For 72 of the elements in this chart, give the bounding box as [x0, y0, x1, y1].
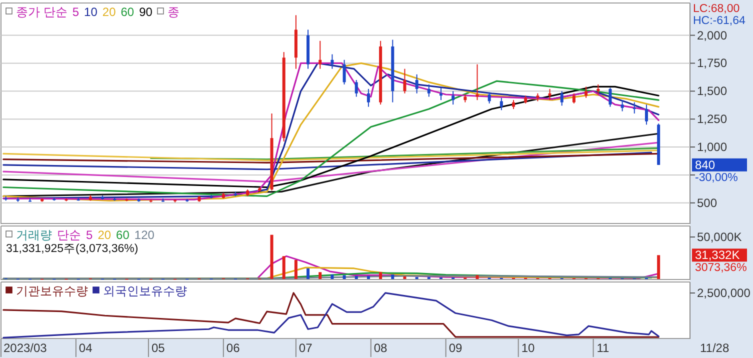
text: 5	[72, 5, 80, 19]
text: -30,00%	[695, 172, 738, 184]
legend-title: 종가 단순	[16, 5, 68, 19]
y-tick-label: 500	[697, 196, 718, 210]
y-tick-label: 1,250	[697, 112, 728, 126]
bar	[379, 272, 382, 279]
bar	[354, 276, 358, 279]
candlestick	[415, 74, 418, 94]
bar	[306, 268, 310, 279]
bar	[476, 275, 479, 279]
legend-label: 기관보유수량	[16, 284, 88, 298]
candlestick	[572, 92, 576, 104]
candlestick	[354, 79, 358, 98]
candlestick	[620, 100, 624, 112]
y-tick-label: 1,750	[697, 56, 728, 70]
candlestick	[452, 90, 455, 106]
annotation: 31,331,925주(3,073,36%)	[6, 243, 138, 255]
text: 20	[102, 5, 116, 19]
text: 20	[98, 228, 112, 242]
annotation: 거래량	[16, 228, 52, 242]
text: 60	[120, 5, 134, 19]
candlestick	[632, 102, 636, 114]
bar	[657, 255, 660, 279]
text: 2,500,000	[697, 286, 751, 300]
x-tick-label: 08	[374, 341, 388, 355]
candlestick	[318, 40, 322, 70]
x-tick-label: 07	[298, 341, 313, 355]
bar	[318, 272, 322, 279]
bar	[342, 275, 346, 279]
bar	[391, 274, 394, 279]
bar	[282, 256, 286, 279]
candlestick	[500, 97, 503, 111]
text: LC:68,00	[693, 3, 740, 15]
x-tick-label: 2023/03	[3, 341, 48, 355]
text: 90	[139, 5, 153, 19]
candlestick	[560, 90, 564, 106]
annotation: 종	[167, 5, 180, 19]
text: 60	[116, 228, 130, 242]
text: 10	[84, 5, 98, 19]
bar	[366, 276, 370, 279]
candlestick	[330, 54, 334, 70]
text: 5	[86, 228, 93, 242]
text: 840	[695, 158, 716, 172]
text: HC:-61,64	[693, 15, 746, 27]
candlestick	[608, 87, 612, 108]
candlestick	[584, 86, 588, 98]
legend-title: 단순	[57, 228, 81, 242]
x-tick-label: 06	[226, 341, 240, 355]
legend-label: 외국인보유수량	[103, 284, 187, 298]
text: 31,332K	[695, 248, 740, 262]
candlestick	[366, 88, 370, 108]
bar	[294, 260, 298, 279]
text: 120	[134, 228, 155, 242]
candlestick	[342, 59, 346, 85]
bar	[270, 234, 274, 279]
y-tick-label: 1,000	[697, 140, 728, 154]
text: 3073,36%	[695, 262, 747, 274]
y-tick-label: 1,500	[697, 84, 728, 98]
y-tick-label: 2,000	[697, 28, 728, 42]
x-tick-label: 05	[151, 341, 166, 355]
candlestick	[427, 84, 430, 98]
text: 11/28	[700, 341, 730, 355]
x-tick-label: 10	[521, 341, 536, 355]
candlestick	[403, 68, 406, 94]
candlestick	[488, 92, 491, 104]
x-tick-label: 09	[448, 341, 462, 355]
bar	[330, 274, 334, 279]
text: 50,000K	[697, 230, 742, 244]
x-tick-label: 04	[78, 341, 93, 355]
bar	[403, 276, 406, 279]
candlestick	[644, 104, 648, 126]
x-tick-label: 11	[596, 341, 610, 355]
